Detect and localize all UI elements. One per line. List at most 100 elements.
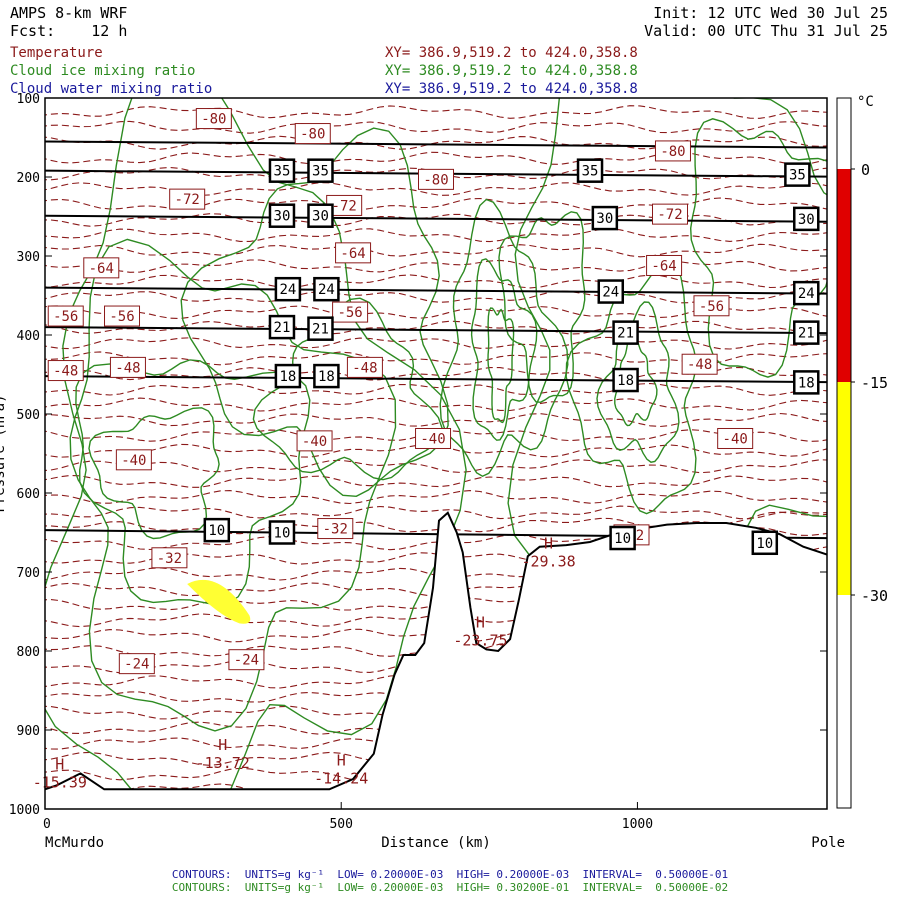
y-tick-label: 200	[17, 171, 40, 186]
isotherm-label: -72	[332, 198, 357, 214]
isotherm-label-box	[151, 547, 188, 569]
cloud-ice-contour	[439, 198, 569, 477]
theta-label-box	[612, 320, 639, 345]
isotherm-label-box	[294, 123, 331, 145]
theta-label: 30	[596, 211, 613, 227]
colorbar-tick-label: 0	[861, 161, 870, 179]
isotherm-label: -64	[651, 258, 676, 274]
isotherm-line	[45, 397, 827, 412]
isotherm-label-box	[47, 305, 84, 327]
isotherm-label: -80	[423, 172, 448, 188]
cloud-ice-contour	[252, 297, 443, 481]
theta-label: 18	[617, 373, 634, 389]
y-tick-label: 1000	[9, 803, 40, 818]
isotherm-label-box	[681, 353, 718, 375]
y-axis-label: Pressure (hPa)	[0, 394, 8, 512]
theta-label-box	[268, 520, 296, 545]
isotherm-label-box	[415, 427, 452, 449]
theta-label-box	[274, 363, 302, 389]
isotherm-label-box	[418, 168, 454, 190]
isotherm-label-box	[47, 360, 84, 382]
isotherm-line	[45, 474, 827, 488]
theta-label-box	[609, 525, 636, 551]
contour-labels: -80 -80 -80 -80 -72 -72 -72 -64 -64 -64 -56 -56 -56 -…	[33, 108, 820, 792]
isotherm-label: -24	[124, 657, 149, 673]
theta-label-box	[793, 206, 820, 232]
theta-label: 30	[312, 209, 329, 225]
theta-label-box	[313, 363, 340, 389]
isotherm-label: -40	[420, 431, 445, 447]
theta-label: 24	[279, 282, 296, 298]
y-tick-label: 600	[17, 487, 40, 502]
theta-isoline	[45, 214, 827, 223]
isotherm-label: -40	[121, 453, 146, 469]
theta-label: 21	[798, 326, 815, 342]
y-tick-label: 800	[17, 645, 40, 660]
time-block: Init: 12 UTC Wed 30 Jul 25 Valid: 00 UTC…	[644, 4, 888, 40]
x-tick-label: 500	[329, 817, 352, 832]
colorbar-segment	[837, 382, 851, 595]
isotherm-label: -72	[175, 192, 200, 208]
theta-label-box	[307, 203, 334, 228]
high-value: -13.72	[196, 754, 250, 772]
isotherm-label-box	[652, 203, 689, 225]
isotherm-label-box	[83, 257, 120, 279]
theta-isoline	[45, 326, 827, 335]
isotherm-line	[45, 105, 827, 119]
theta-label: 21	[312, 322, 329, 338]
theta-label: 18	[279, 369, 296, 385]
colorbar-segment	[837, 595, 851, 808]
theta-label-box	[576, 158, 604, 183]
theta-label-box	[793, 320, 820, 345]
isotherm-label: -24	[234, 653, 259, 669]
y-tick-label: 300	[17, 250, 40, 265]
high-marker: H	[544, 534, 553, 552]
colorbar-tick-label: -15	[861, 374, 888, 392]
isotherm-label-box	[332, 301, 369, 323]
theta-label-box	[203, 517, 231, 543]
theta-label: 10	[274, 526, 291, 542]
isotherm-line	[45, 382, 827, 396]
isotherm-line	[45, 120, 827, 134]
cloud-ice-contour	[596, 301, 680, 463]
isotherm-label: -48	[687, 357, 712, 373]
theta-isoline	[45, 375, 827, 384]
cloud-ice-contour	[498, 211, 586, 404]
theta-label-box	[793, 370, 820, 395]
theta-label-box	[591, 205, 619, 231]
colorbar-tick-label: -30	[861, 587, 888, 605]
terrain-fill	[45, 512, 827, 809]
theta-label: 10	[208, 523, 225, 539]
cloud-ice-contour	[470, 258, 538, 441]
isotherm-line	[45, 135, 827, 150]
legend-cloud-ice: Cloud ice mixing ratio	[10, 63, 196, 79]
theta-label-box	[268, 203, 296, 228]
isotherm-label-box	[109, 356, 146, 378]
init-time: Init: 12 UTC Wed 30 Jul 25	[653, 4, 888, 22]
isotherm-label: -48	[53, 364, 78, 380]
theta-isoline	[45, 286, 827, 295]
high-value: -15.39	[33, 774, 87, 792]
isotherm-label-box	[169, 188, 206, 210]
isotherm-line	[45, 505, 827, 520]
isotherm-label: -32	[157, 551, 182, 567]
theta-label: 18	[318, 369, 335, 385]
cloud-water-region	[187, 579, 251, 624]
theta-label: 35	[312, 164, 329, 180]
colorbar-frame	[836, 97, 852, 809]
colorbar-segment	[837, 98, 851, 169]
y-tick-label: 900	[17, 724, 40, 739]
theta-label-box	[784, 162, 811, 187]
cross-section-chart: -80 -80 -80 -80 -72 -72 -72 -64 -64 -64 -56 -56 -56 -…	[0, 92, 888, 851]
theta-label: 10	[756, 536, 773, 552]
theta-label: 35	[274, 164, 291, 180]
high-value: -23.75	[453, 631, 507, 649]
theta-label-box	[313, 276, 340, 302]
colorbar-unit: °C	[857, 94, 874, 110]
isotherm-label-box	[693, 295, 730, 317]
footer-text-1: CONTOURS: UNITS=g kg⁻¹ LOW= 0.20000E-03 …	[171, 868, 729, 881]
isotherm-line	[45, 274, 827, 289]
theta-label-box	[307, 158, 334, 183]
isotherm-label-box	[118, 653, 155, 675]
y-tick-label: 100	[17, 92, 40, 107]
